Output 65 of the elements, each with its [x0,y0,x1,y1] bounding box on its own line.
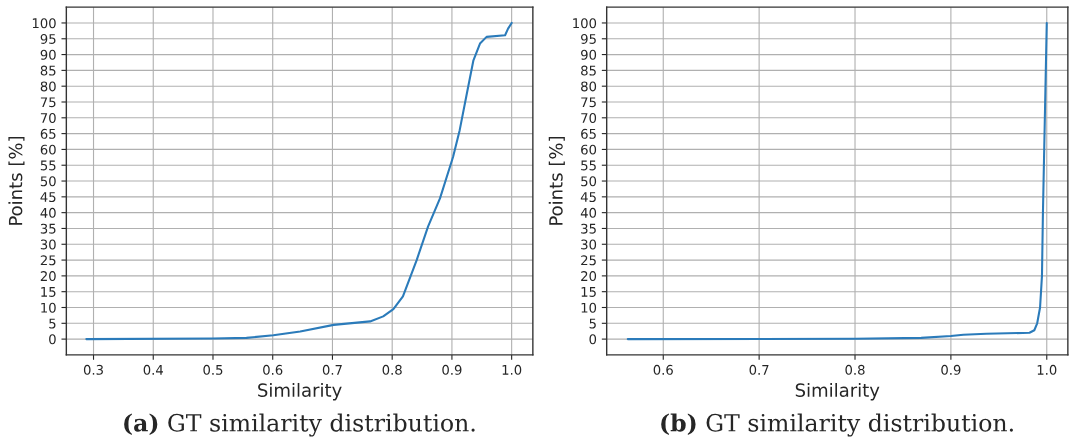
x-tick-label: 0.6 [263,364,283,375]
y-axis-title: Points [%] [8,136,25,225]
y-tick-label: 0 [589,334,597,345]
y-axis-title: Points [%] [548,136,565,225]
y-tick-label: 70 [581,113,597,124]
y-tick-label: 65 [581,128,596,139]
x-tick-label: 0.3 [83,364,103,375]
line-series [85,21,513,341]
y-tick-label: 25 [581,255,596,266]
y-tick-label: 60 [581,144,597,155]
y-tick-label: 5 [49,318,56,329]
y-tick-label: 30 [40,239,56,250]
x-tick-label: 1.0 [1037,364,1057,375]
y-tick-label: 35 [40,223,56,234]
y-tick-label: 15 [581,287,596,297]
y-tick-label: 40 [580,207,597,218]
x-tick-label: 0.5 [203,364,223,375]
x-tick-label: 0.4 [143,364,163,375]
y-tick-label: 25 [40,255,56,266]
x-tick-label: 0.7 [322,364,342,375]
x-tick-label: 0.8 [382,364,402,375]
y-tick-label: 5 [589,318,596,329]
y-tick-label: 60 [40,144,56,155]
y-tick-label: 85 [40,65,56,76]
y-tick-label: 20 [40,271,56,282]
x-tick-label: 1.0 [502,364,522,375]
y-tick-label: 75 [40,97,56,108]
y-tick-label: 50 [581,176,597,187]
text: GT similarity distribution. [706,413,1013,437]
y-tick-label: 100 [573,18,597,29]
y-tick-label: 90 [40,49,56,60]
y-tick-label: 80 [581,81,597,92]
y-tick-label: 40 [40,207,56,218]
x-axis-title: Similarity [258,382,342,401]
y-tick-label: 45 [40,192,56,203]
y-tick-label: 20 [581,271,597,282]
x-tick-label: 0.7 [749,364,769,375]
y-tick-label: 95 [40,33,56,44]
x-tick-label: 0.9 [442,364,462,375]
y-tick-label: 35 [581,223,596,234]
y-tick-label: 85 [581,65,596,76]
x-axis-title: Similarity [795,382,880,401]
y-tick-label: 95 [581,33,596,44]
y-tick-label: 75 [581,97,596,108]
y-tick-label: 0 [49,334,56,345]
y-tick-label: 55 [40,160,56,171]
y-tick-label: 15 [41,287,56,297]
y-tick-label: 55 [581,160,596,171]
y-tick-label: 50 [40,176,56,187]
y-tick-label: 100 [32,18,56,29]
x-tick-label: 0.8 [845,364,865,375]
y-tick-label: 90 [581,49,597,60]
y-tick-label: 65 [40,128,56,139]
y-tick-label: 10 [41,302,56,313]
x-tick-label: 0.6 [653,364,673,375]
line-series [626,21,1048,341]
y-tick-label: 80 [40,81,56,92]
y-tick-label: 10 [581,302,597,313]
y-tick-label: 30 [581,239,597,250]
text: (a) [124,413,158,436]
text: (b) [661,413,696,436]
y-tick-label: 70 [40,113,56,124]
y-tick-label: 45 [580,192,596,203]
text: GT similarity distribution. [168,413,475,437]
x-tick-label: 0.9 [941,364,961,375]
